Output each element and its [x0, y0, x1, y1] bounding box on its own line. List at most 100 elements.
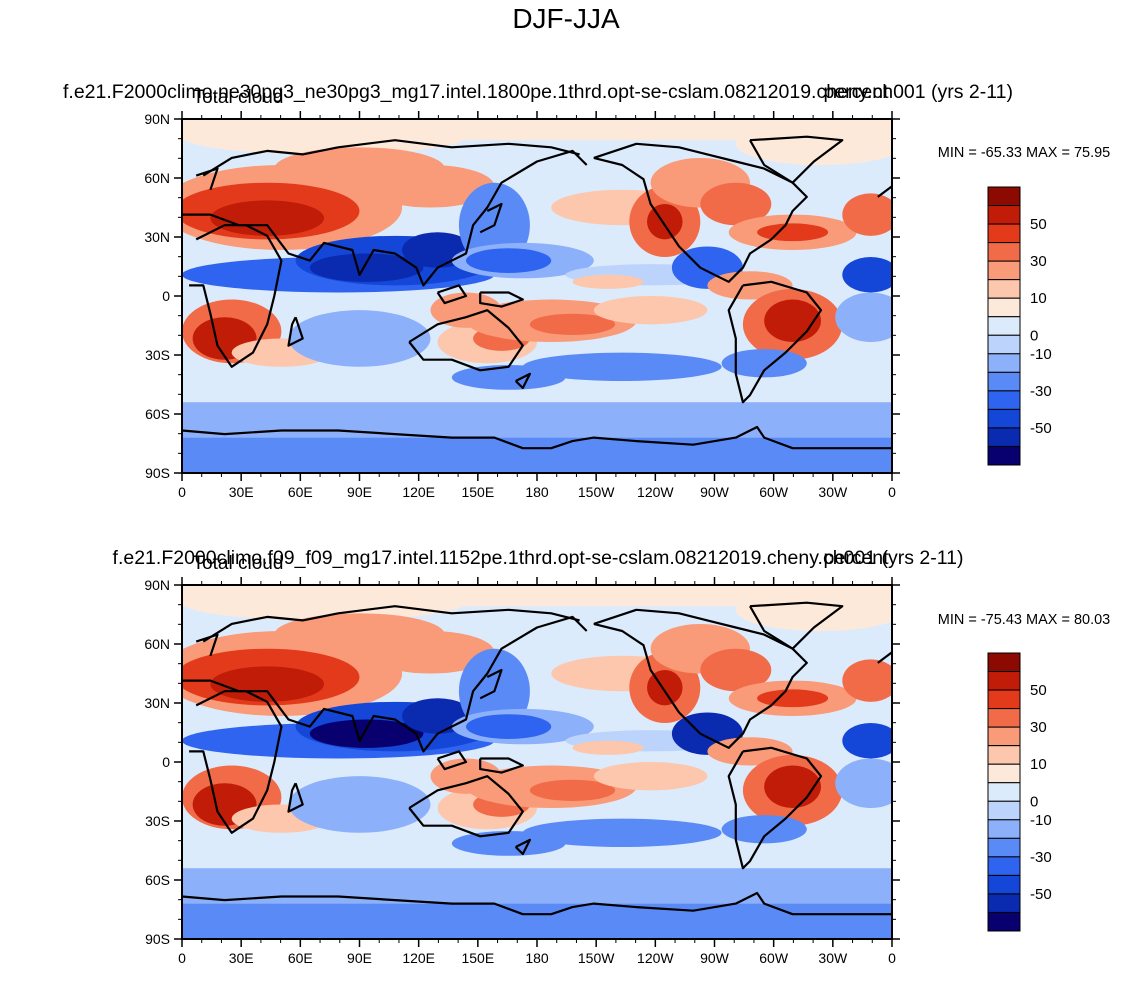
contour-region [835, 292, 892, 343]
coastline-segment [514, 838, 531, 856]
colorbar-swatch [987, 837, 1021, 858]
contour-region [593, 762, 708, 791]
colorbar-swatch [987, 427, 1021, 447]
lat-tick-label: 30N [144, 695, 170, 711]
colorbar-label: 0 [1030, 793, 1038, 810]
contour-region [366, 631, 495, 674]
colorbar-swatch [987, 205, 1021, 225]
lon-tick-label: 30W [818, 484, 848, 500]
contour-region [288, 310, 431, 367]
colorbar-swatch [987, 689, 1021, 710]
coastline-segment [877, 651, 892, 664]
panel-bottom-map-field [182, 585, 892, 939]
lon-tick-label: 120W [637, 950, 674, 966]
colorbar-swatch [987, 279, 1021, 299]
contour-region [451, 831, 566, 856]
contour-region [466, 714, 552, 739]
coastline-segment [877, 185, 892, 198]
lon-tick-label: 30E [229, 950, 254, 966]
lon-tick-label: 120W [637, 484, 674, 500]
lon-tick-label: 0 [178, 950, 186, 966]
contour-region [700, 182, 772, 226]
panel-top-contours [182, 119, 892, 473]
colorbar-swatch [987, 316, 1021, 336]
contour-region [842, 193, 892, 236]
panel-bottom-colorbar: 50 30 10 0 -10 -30 -50 [987, 652, 1052, 932]
contour-region [721, 349, 807, 378]
lat-tick-label: 60N [144, 636, 170, 652]
lon-tick-label: 60E [288, 950, 313, 966]
contour-region [210, 200, 324, 236]
contour-region [529, 313, 616, 335]
lat-tick-label: 60N [144, 170, 170, 186]
coastline-segment [182, 149, 588, 287]
lon-tick-label: 120E [402, 484, 435, 500]
colorbar-swatch [987, 745, 1021, 765]
lat-tick-label: 90N [144, 111, 170, 127]
colorbar-swatch [987, 297, 1021, 318]
contour-region [288, 776, 431, 833]
colorbar-label: 50 [1030, 216, 1047, 233]
contour-region [182, 585, 466, 621]
contour-region [835, 758, 892, 809]
colorbar-label: -10 [1030, 346, 1052, 363]
contour-region [572, 274, 644, 289]
coastline-segment [182, 425, 892, 450]
lon-tick-label: 30W [818, 950, 848, 966]
lon-tick-label: 150W [578, 484, 615, 500]
colorbar-swatch [987, 763, 1021, 784]
panel-top-axes: 0 30E 60E 90E 120E 150E 180 150W 120W 90W 60W 30W 09… [144, 111, 900, 500]
colorbar-swatch [987, 223, 1021, 244]
coastline-segment [593, 608, 808, 749]
colorbar-label: 30 [1030, 719, 1047, 736]
contour-region [735, 122, 892, 166]
lon-tick-label: 0 [888, 484, 896, 500]
coastline-segment [727, 746, 823, 870]
colorbar-label: 50 [1030, 682, 1047, 699]
panel-bottom-coastlines [182, 601, 892, 916]
colorbar-swatch [987, 893, 1021, 913]
contour-region [721, 815, 807, 844]
colorbar-swatch [987, 726, 1021, 747]
panel-bottom: f.e21.F2000climo.f09_f09_mg17.intel.1152… [113, 547, 1111, 966]
contour-band [182, 402, 892, 438]
colorbar-swatch [987, 353, 1021, 373]
panel-top-case: f.e21.F2000climo.ne30pg3_ne30pg3_mg17.in… [63, 81, 1013, 103]
coastline-segment [749, 601, 844, 650]
colorbar-swatch [987, 371, 1021, 392]
lon-tick-label: 60W [759, 950, 789, 966]
panel-top-variable: Total cloud [193, 87, 284, 108]
lon-tick-label: 150W [578, 950, 615, 966]
coastline-segment [202, 605, 580, 643]
panel-top-units: percent [823, 81, 889, 103]
contour-region [735, 588, 892, 632]
panel-top-colorbar: 50 30 10 0 -10 -30 -50 [987, 186, 1052, 466]
lat-tick-label: 30N [144, 229, 170, 245]
coastline-segment [182, 891, 892, 916]
lon-tick-label: 90W [700, 950, 730, 966]
lat-tick-label: 30S [145, 813, 170, 829]
coastline-segment [408, 775, 524, 838]
contour-region [522, 352, 722, 381]
coastline-segment [479, 757, 524, 774]
lon-tick-label: 0 [888, 950, 896, 966]
lon-tick-label: 90E [347, 950, 372, 966]
coastline-segment [479, 202, 503, 234]
contour-region [764, 765, 821, 809]
lat-tick-label: 60S [145, 406, 170, 422]
lon-tick-label: 60E [288, 484, 313, 500]
colorbar-swatch [987, 445, 1021, 466]
panel-bottom-units: percent [823, 547, 889, 569]
colorbar-swatch [987, 652, 1021, 673]
colorbar-swatch [987, 408, 1021, 429]
colorbar-swatch [987, 671, 1021, 691]
lon-tick-label: 90E [347, 484, 372, 500]
colorbar-swatch [987, 186, 1021, 207]
coastline-segment [287, 316, 304, 347]
colorbar-label: 0 [1030, 327, 1038, 344]
contour-region [466, 248, 552, 273]
colorbar-swatch [987, 708, 1021, 728]
panel-bottom-axes: 0 30E 60E 90E 120E 150E 180 150W 120W 90W 60W 30W 09… [144, 577, 900, 966]
lon-tick-label: 60W [759, 484, 789, 500]
contour-region [842, 257, 892, 293]
